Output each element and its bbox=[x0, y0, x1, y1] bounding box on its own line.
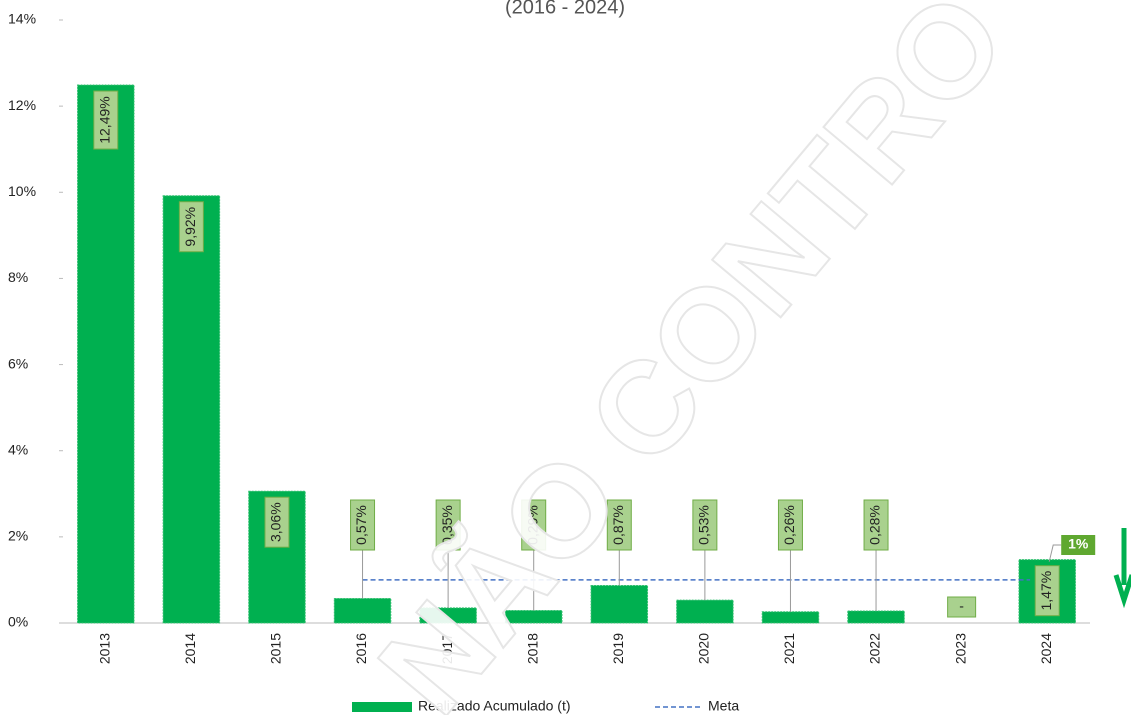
data-label: 1,47% bbox=[1038, 571, 1054, 611]
bar bbox=[761, 611, 820, 624]
y-tick-label: 8% bbox=[8, 269, 28, 285]
bar bbox=[77, 84, 135, 624]
x-tick-label: 2016 bbox=[353, 633, 369, 664]
data-label: 0,35% bbox=[439, 505, 455, 545]
legend-label: Meta bbox=[708, 698, 739, 714]
annotation: 1% bbox=[1068, 536, 1089, 552]
y-tick-label: 6% bbox=[8, 355, 28, 371]
x-tick-label: 2023 bbox=[952, 633, 968, 664]
bar bbox=[162, 195, 221, 624]
annotation-box bbox=[1061, 535, 1096, 555]
bar bbox=[676, 599, 734, 624]
y-tick-label: 2% bbox=[8, 528, 28, 544]
data-label: 0,29% bbox=[524, 505, 540, 545]
label-box bbox=[863, 499, 889, 551]
leader-line bbox=[1048, 544, 1062, 562]
x-tick-label: 2021 bbox=[781, 633, 797, 664]
y-tick-label: 10% bbox=[8, 183, 36, 199]
label-box bbox=[692, 499, 718, 551]
label-box bbox=[350, 499, 376, 551]
label-box bbox=[947, 596, 977, 618]
data-label: 0,53% bbox=[696, 505, 712, 545]
label-box bbox=[264, 496, 290, 548]
bar bbox=[590, 585, 649, 624]
legend-label: Realizado Acumulado (t) bbox=[418, 698, 571, 714]
label-box bbox=[93, 90, 119, 150]
label-box bbox=[777, 499, 803, 551]
x-tick-label: 2018 bbox=[524, 633, 540, 664]
x-tick-label: 2020 bbox=[696, 633, 712, 664]
label-box bbox=[606, 499, 632, 551]
x-tick-label: 2017 bbox=[439, 633, 455, 664]
x-tick-label: 2022 bbox=[867, 633, 883, 664]
data-label: 0,28% bbox=[867, 505, 883, 545]
x-tick-label: 2019 bbox=[610, 633, 626, 664]
bar bbox=[847, 610, 905, 624]
data-label: 0,57% bbox=[353, 505, 369, 545]
data-label: 3,06% bbox=[268, 502, 284, 542]
data-label: 0,87% bbox=[610, 505, 626, 545]
x-tick-label: 2013 bbox=[96, 633, 112, 664]
legend-swatch bbox=[352, 702, 412, 712]
x-tick-label: 2014 bbox=[182, 633, 198, 664]
x-tick-label: 2024 bbox=[1038, 633, 1054, 664]
data-label: 12,49% bbox=[96, 96, 112, 143]
x-tick-label: 2015 bbox=[268, 633, 284, 664]
y-tick-label: 4% bbox=[8, 441, 28, 457]
label-box bbox=[1034, 565, 1060, 617]
data-label: 9,92% bbox=[182, 207, 198, 247]
label-box bbox=[521, 499, 547, 551]
label-box bbox=[178, 201, 204, 253]
y-tick-label: 12% bbox=[8, 97, 36, 113]
data-label: 0,26% bbox=[781, 505, 797, 545]
y-tick-label: 0% bbox=[8, 614, 28, 630]
y-tick-label: 14% bbox=[8, 11, 36, 27]
data-label: - bbox=[959, 598, 964, 614]
trend-arrow bbox=[1113, 528, 1131, 609]
chart-title: (2016 - 2024) bbox=[505, 0, 625, 18]
label-box bbox=[435, 499, 461, 551]
